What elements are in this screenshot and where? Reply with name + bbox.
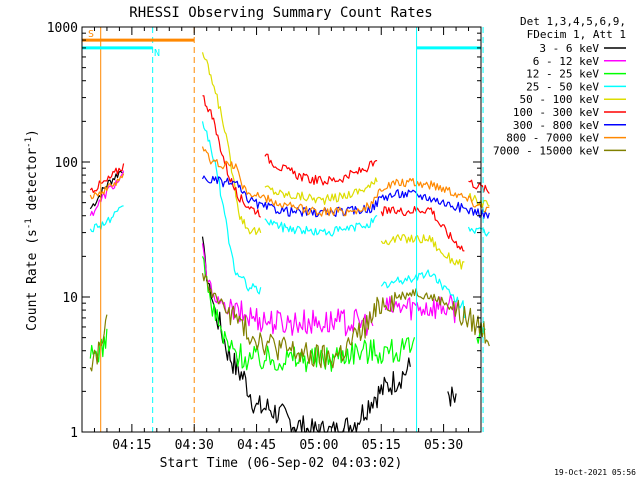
x-tick-label: 04:30 <box>175 438 214 453</box>
x-tick-label: 05:15 <box>362 438 401 453</box>
state-bar-label: N <box>154 48 160 59</box>
legend-item-label: 12 - 25 keV <box>526 68 599 81</box>
y-axis-label-part: ) <box>25 129 40 137</box>
legend-header-line: FDecim 1, Att 1 <box>527 28 626 41</box>
y-axis-label-sup: -1 <box>24 137 34 148</box>
x-tick-label: 05:30 <box>424 438 463 453</box>
y-axis-label-sup: -1 <box>24 218 34 229</box>
legend-item-label: 7000 - 15000 keV <box>493 144 599 157</box>
legend-item-label: 25 - 50 keV <box>526 80 599 93</box>
legend: Det 1,3,4,5,6,9, FDecim 1, Att 1 3 - 6 k… <box>493 15 626 157</box>
series-line <box>89 146 490 217</box>
y-tick-label: 10 <box>62 291 78 306</box>
legend-item-label: 800 - 7000 keV <box>506 132 599 145</box>
series-line <box>89 121 490 319</box>
y-tick-label: 100 <box>55 156 78 171</box>
y-tick-label: 1000 <box>47 21 78 36</box>
series-layer <box>89 52 490 433</box>
footer-date: 19-Oct-2021 05:56 <box>554 468 636 477</box>
x-tick-label: 04:15 <box>112 438 151 453</box>
legend-item-label: 50 - 100 keV <box>520 93 600 106</box>
x-tick-label: 05:00 <box>299 438 338 453</box>
x-axis-label: Start Time (06-Sep-02 04:03:02) <box>160 456 403 471</box>
y-axis-label-part: detector <box>25 148 40 219</box>
legend-header-line: Det 1,3,4,5,6,9, <box>520 15 626 28</box>
axis-layer: 04:15 04:30 04:45 05:00 05:15 05:30 1 10 100 1000 <box>47 21 481 453</box>
series-line <box>89 95 490 252</box>
y-axis-label-part: Count Rate (s <box>25 229 40 331</box>
y-tick-label: 1 <box>70 426 78 441</box>
legend-item-label: 6 - 12 keV <box>533 55 600 68</box>
state-bar-label: S <box>88 29 94 40</box>
legend-item-label: 100 - 300 keV <box>513 106 599 119</box>
chart-title: RHESSI Observing Summary Count Rates <box>129 5 432 21</box>
y-axis-label: Count Rate (s-1 detector-1) <box>24 129 40 331</box>
marker-layer: SN <box>82 27 484 432</box>
x-tick-label: 04:45 <box>237 438 276 453</box>
legend-item-label: 300 - 800 keV <box>513 119 599 132</box>
series-line <box>201 52 490 270</box>
legend-item-label: 3 - 6 keV <box>539 42 599 55</box>
series-line <box>89 273 490 372</box>
